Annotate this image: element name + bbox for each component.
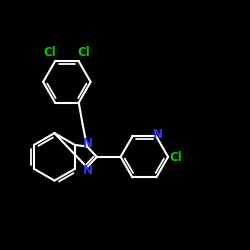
Text: N: N [83,137,93,150]
Text: Cl: Cl [44,46,56,59]
Text: Cl: Cl [169,151,182,164]
Text: Cl: Cl [78,46,90,59]
Text: N: N [83,164,93,177]
Text: N: N [153,128,163,141]
